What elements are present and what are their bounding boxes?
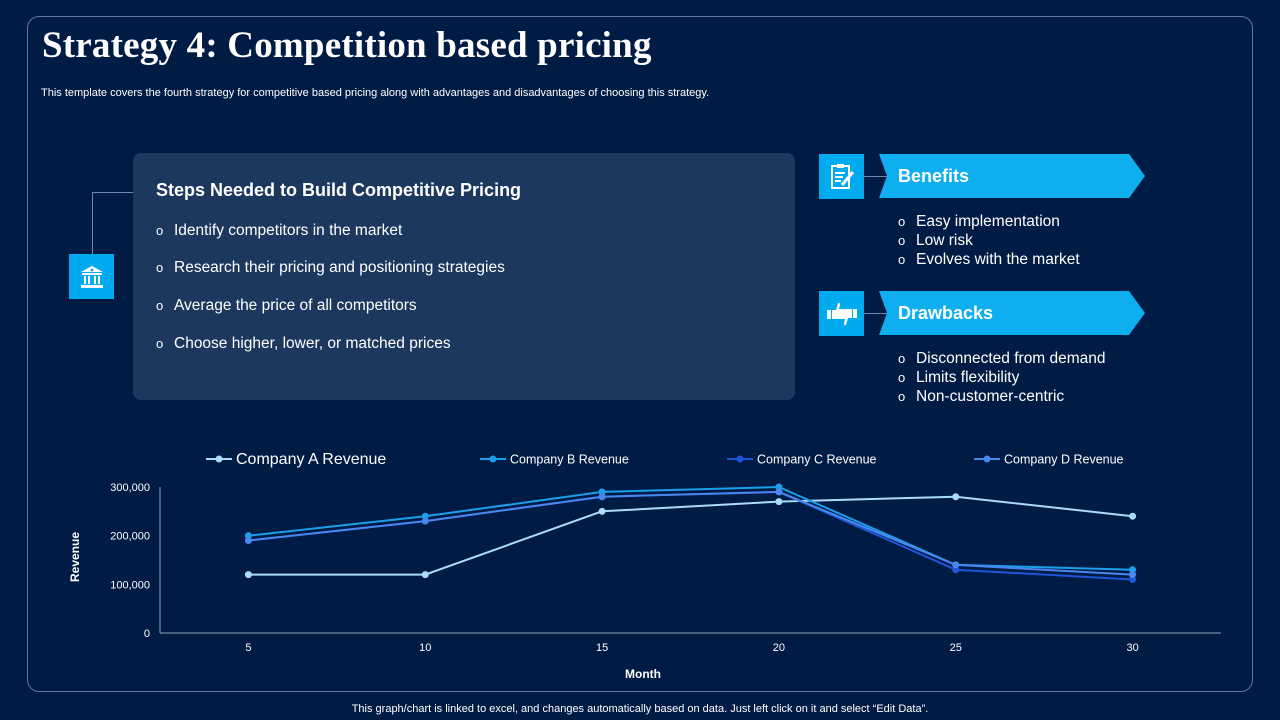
data-point-2 xyxy=(775,483,783,491)
bullet-marker: o xyxy=(156,298,164,313)
y-tick-label: 0 xyxy=(144,628,150,640)
data-point-2 xyxy=(421,512,429,520)
y-tick-label: 100,000 xyxy=(110,579,150,591)
x-tick-label: 5 xyxy=(245,642,251,654)
x-tick-label: 30 xyxy=(1126,642,1138,654)
benefit-text: Evolves with the market xyxy=(916,251,1080,268)
data-point-4 xyxy=(421,517,429,525)
legend-entry: Company D Revenue xyxy=(1004,453,1124,467)
list-item: o Research their pricing and positioning … xyxy=(156,259,505,277)
drawback-text: Non-customer-centric xyxy=(916,388,1065,405)
benefits-list: o Easy implementation o Low risk o Evolves … xyxy=(898,213,1080,270)
data-point-4 xyxy=(1129,571,1137,579)
series-line-4 xyxy=(248,490,1133,576)
bullet-marker: o xyxy=(898,214,906,229)
legend-marker xyxy=(983,455,991,463)
step-text: Research their pricing and positioning s… xyxy=(174,259,505,276)
data-point-1 xyxy=(598,507,606,515)
y-axis-title: Revenue xyxy=(68,532,82,582)
list-item: o Identify competitors in the market xyxy=(156,222,402,240)
list-item: o Non-customer-centric xyxy=(898,388,1106,407)
legend-marker xyxy=(489,455,497,463)
data-point-1 xyxy=(775,498,783,506)
legend-entry: Company C Revenue xyxy=(757,453,877,467)
legend-marker xyxy=(736,455,744,463)
data-point-4 xyxy=(775,488,783,496)
data-point-3 xyxy=(952,566,960,574)
legend-marker xyxy=(215,455,223,463)
legend-entry: Company A Revenue xyxy=(236,451,386,468)
bullet-marker: o xyxy=(898,233,906,248)
drawbacks-list: o Disconnected from demand o Limits flexib… xyxy=(898,350,1106,407)
benefits-label: Benefits xyxy=(898,166,970,186)
thumbs-up-down-icon xyxy=(819,291,864,336)
page-title: Strategy 4: Competition based pricing xyxy=(42,25,652,66)
series-line-2 xyxy=(248,485,1133,571)
x-tick-label: 25 xyxy=(950,642,962,654)
connector-line xyxy=(864,313,890,314)
slide-frame xyxy=(27,16,1253,692)
bullet-marker: o xyxy=(156,260,164,275)
bullet-marker: o xyxy=(898,389,906,404)
benefit-text: Easy implementation xyxy=(916,213,1060,230)
bullet-marker: o xyxy=(156,223,164,238)
y-tick-label: 300,000 xyxy=(110,482,150,494)
benefit-text: Low risk xyxy=(916,232,973,249)
list-item: o Disconnected from demand xyxy=(898,350,1106,369)
x-tick-label: 15 xyxy=(596,642,608,654)
data-point-1 xyxy=(1129,512,1137,520)
connector-line xyxy=(92,192,133,193)
drawback-text: Disconnected from demand xyxy=(916,350,1106,367)
data-point-1 xyxy=(244,571,252,579)
steps-title: Steps Needed to Build Competitive Pricin… xyxy=(156,180,522,200)
y-tick-label: 200,000 xyxy=(110,531,150,543)
connector-line xyxy=(92,192,93,254)
list-item: o Evolves with the market xyxy=(898,251,1080,270)
connector-line xyxy=(864,176,890,177)
data-point-4 xyxy=(952,561,960,569)
list-item: o Easy implementation xyxy=(898,213,1080,232)
data-point-2 xyxy=(1129,566,1137,574)
step-text: Choose higher, lower, or matched prices xyxy=(174,335,451,352)
x-axis-title: Month xyxy=(625,667,661,681)
list-item: o Average the price of all competitors xyxy=(156,297,417,315)
step-text: Average the price of all competitors xyxy=(174,297,417,314)
data-point-3 xyxy=(1129,575,1137,583)
list-item: o Low risk xyxy=(898,232,1080,251)
x-tick-label: 10 xyxy=(419,642,431,654)
drawbacks-banner: Drawbacks xyxy=(879,291,1145,335)
page-subtitle: This template covers the fourth strategy… xyxy=(41,87,710,99)
series-line-1 xyxy=(248,495,1133,576)
bullet-marker: o xyxy=(898,351,906,366)
bullet-marker: o xyxy=(898,252,906,267)
footnote: This graph/chart is linked to excel, and… xyxy=(351,703,929,715)
data-point-4 xyxy=(598,493,606,501)
benefits-banner: Benefits xyxy=(879,154,1145,198)
data-point-1 xyxy=(421,571,429,579)
bank-icon xyxy=(69,254,114,299)
list-item: o Choose higher, lower, or matched prices xyxy=(156,335,451,353)
drawbacks-label: Drawbacks xyxy=(898,303,994,323)
data-point-2 xyxy=(244,532,252,540)
x-tick-label: 20 xyxy=(773,642,785,654)
data-point-4 xyxy=(244,537,252,545)
list-item: o Limits flexibility xyxy=(898,369,1106,388)
data-point-2 xyxy=(598,488,606,496)
checklist-icon xyxy=(819,154,864,199)
step-text: Identify competitors in the market xyxy=(174,222,403,239)
steps-panel: Steps Needed to Build Competitive Pricin… xyxy=(133,153,795,400)
drawback-text: Limits flexibility xyxy=(916,369,1020,386)
bullet-marker: o xyxy=(898,370,906,385)
bullet-marker: o xyxy=(156,336,164,351)
data-point-1 xyxy=(952,493,960,501)
legend-entry: Company B Revenue xyxy=(510,453,629,467)
